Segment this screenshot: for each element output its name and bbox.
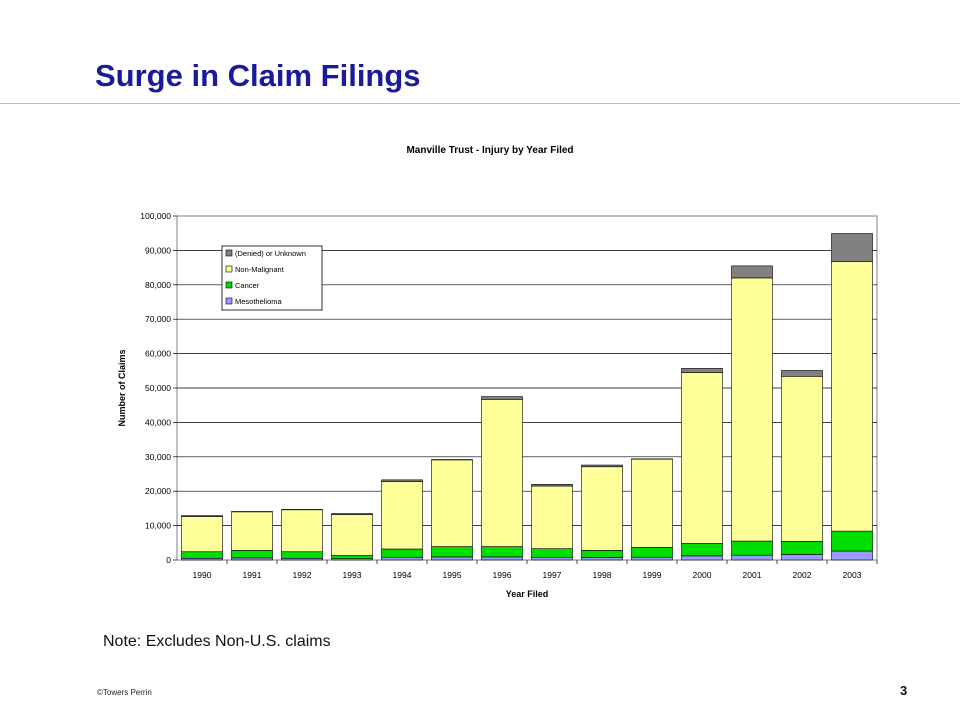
bar-segment-non-malignant bbox=[681, 372, 723, 544]
bar-segment-non-malignant bbox=[731, 277, 773, 542]
x-tick-label: 1999 bbox=[643, 570, 662, 580]
x-axis-ticks: 1990 1991 1992 1993 1994 1995 1996 1997 1998 1999… bbox=[193, 560, 878, 580]
legend-box bbox=[221, 245, 323, 311]
bar-segment-denied-or-unknown bbox=[781, 370, 823, 377]
title-divider bbox=[0, 103, 960, 104]
bar-segment-cancer bbox=[231, 550, 273, 559]
x-tick-label: 1995 bbox=[443, 570, 462, 580]
legend-label: Non-Malignant bbox=[235, 265, 285, 274]
bar-segment-mesothelioma bbox=[831, 550, 873, 561]
bar-segment-cancer bbox=[631, 546, 673, 558]
bar-segment-mesothelioma bbox=[381, 556, 423, 561]
x-tick-label: 2002 bbox=[793, 570, 812, 580]
bar-segment-cancer bbox=[481, 546, 523, 558]
bar-segment-mesothelioma bbox=[731, 554, 773, 561]
y-tick-label: 0 bbox=[166, 555, 171, 565]
bar-segment-mesothelioma bbox=[681, 555, 723, 561]
bar-segment-mesothelioma bbox=[581, 557, 623, 561]
legend-swatch bbox=[225, 265, 233, 273]
bar-segment-denied-or-unknown bbox=[831, 233, 873, 262]
chart-legend: (Denied) or Unknown Non-Malignant Cancer Me… bbox=[221, 245, 323, 311]
bar-segment-mesothelioma bbox=[531, 556, 573, 561]
y-tick-label: 70,000 bbox=[145, 314, 171, 324]
legend-label: Mesothelioma bbox=[235, 297, 283, 306]
slide-title: Surge in Claim Filings bbox=[95, 58, 421, 93]
x-tick-label: 2003 bbox=[843, 570, 862, 580]
x-tick-label: 2001 bbox=[743, 570, 762, 580]
x-tick-label: 1997 bbox=[543, 570, 562, 580]
chart-title: Manville Trust - Injury by Year Filed bbox=[406, 145, 573, 156]
x-tick-label: 2000 bbox=[693, 570, 712, 580]
bar-segment-denied-or-unknown bbox=[381, 479, 423, 482]
bar-segment-cancer bbox=[531, 548, 573, 558]
bar-segment-cancer bbox=[381, 548, 423, 558]
bar-segment-cancer bbox=[731, 540, 773, 556]
legend-swatch bbox=[225, 249, 233, 257]
x-tick-label: 1992 bbox=[293, 570, 312, 580]
y-axis-label: Number of Claims bbox=[117, 349, 127, 426]
bar-segment-non-malignant bbox=[331, 514, 373, 556]
x-axis-label: Year Filed bbox=[506, 589, 549, 599]
bar-segment-denied-or-unknown bbox=[181, 515, 223, 517]
bar-segment-cancer bbox=[181, 551, 223, 559]
y-tick-label: 30,000 bbox=[145, 452, 171, 462]
bar-segment-non-malignant bbox=[381, 481, 423, 550]
bar-segment-non-malignant bbox=[781, 376, 823, 542]
legend-swatch bbox=[225, 281, 233, 289]
bar-segment-non-malignant bbox=[231, 511, 273, 551]
x-tick-label: 1998 bbox=[593, 570, 612, 580]
x-tick-label: 1993 bbox=[343, 570, 362, 580]
x-tick-label: 1996 bbox=[493, 570, 512, 580]
bar-segment-denied-or-unknown bbox=[331, 513, 373, 515]
bar-segment-non-malignant bbox=[431, 459, 473, 547]
page-number: 3 bbox=[900, 683, 908, 698]
bar-segment-mesothelioma bbox=[231, 557, 273, 561]
bar-segment-denied-or-unknown bbox=[481, 396, 523, 400]
bar-segment-non-malignant bbox=[831, 261, 873, 532]
bar-segment-cancer bbox=[331, 555, 373, 559]
bar-segment-non-malignant bbox=[581, 466, 623, 551]
y-tick-label: 80,000 bbox=[145, 280, 171, 290]
x-tick-label: 1990 bbox=[193, 570, 212, 580]
y-tick-label: 100,000 bbox=[140, 211, 171, 221]
bar-segment-denied-or-unknown bbox=[731, 265, 773, 279]
copyright-footer: ©Towers Perrin bbox=[97, 688, 152, 697]
bar-segment-denied-or-unknown bbox=[681, 368, 723, 373]
bar-segment-non-malignant bbox=[181, 516, 223, 553]
x-tick-label: 1994 bbox=[393, 570, 412, 580]
y-tick-label: 40,000 bbox=[145, 417, 171, 427]
bar-segment-non-malignant bbox=[531, 485, 573, 549]
bar-segment-cancer bbox=[281, 551, 323, 559]
y-axis-ticks: 0 10,000 20,000 30,000 40,000 50,000 60,000 70,… bbox=[140, 211, 177, 565]
bar-segment-cancer bbox=[831, 530, 873, 552]
y-tick-label: 90,000 bbox=[145, 245, 171, 255]
legend-label: (Denied) or Unknown bbox=[235, 249, 306, 258]
y-tick-label: 50,000 bbox=[145, 383, 171, 393]
footnote: Note: Excludes Non-U.S. claims bbox=[103, 633, 331, 650]
y-tick-label: 20,000 bbox=[145, 486, 171, 496]
legend-label: Cancer bbox=[235, 281, 260, 290]
bar-segment-mesothelioma bbox=[481, 556, 523, 561]
bar-segment-non-malignant bbox=[281, 509, 323, 553]
bar-segment-mesothelioma bbox=[781, 554, 823, 561]
bar-segment-non-malignant bbox=[481, 399, 523, 547]
bar-segment-mesothelioma bbox=[631, 556, 673, 561]
x-tick-label: 1991 bbox=[243, 570, 262, 580]
bars bbox=[181, 233, 873, 561]
bar-segment-non-malignant bbox=[631, 458, 673, 548]
bar-segment-cancer bbox=[781, 541, 823, 555]
bar-segment-denied-or-unknown bbox=[581, 464, 623, 468]
legend-swatch bbox=[225, 297, 233, 305]
y-tick-label: 60,000 bbox=[145, 349, 171, 359]
bar-segment-denied-or-unknown bbox=[531, 484, 573, 487]
y-tick-label: 10,000 bbox=[145, 521, 171, 531]
bar-segment-mesothelioma bbox=[431, 556, 473, 561]
bar-segment-cancer bbox=[431, 546, 473, 558]
bar-segment-cancer bbox=[581, 550, 623, 558]
bar-segment-cancer bbox=[681, 543, 723, 557]
